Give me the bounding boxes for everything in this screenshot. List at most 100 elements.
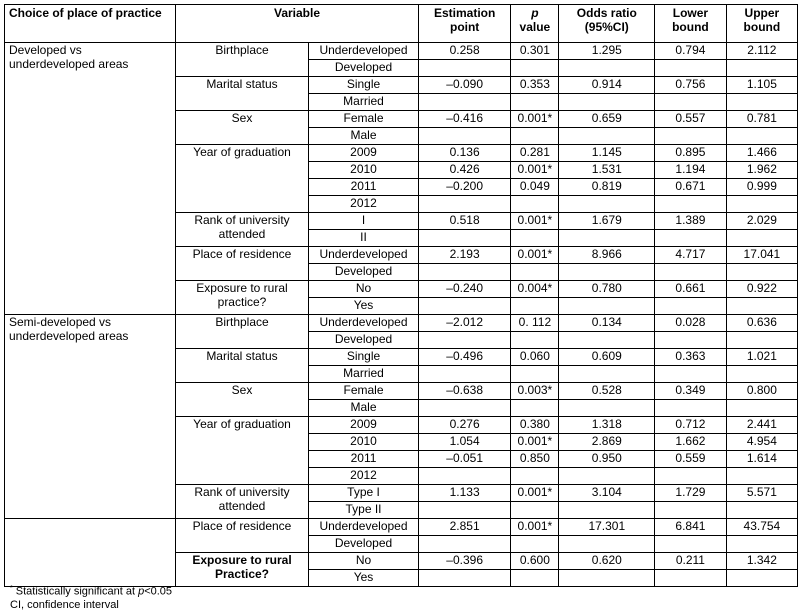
level-cell: Male bbox=[308, 399, 419, 417]
lower-bound-cell: 0.028 bbox=[654, 314, 727, 332]
table-row: Male bbox=[5, 127, 799, 145]
odds-ratio-cell: 0.950 bbox=[558, 450, 656, 468]
upper-bound-cell bbox=[725, 195, 799, 213]
variable-name: Sex bbox=[175, 110, 309, 145]
estimation-cell bbox=[417, 127, 512, 145]
table-row: Developed vs underdeveloped areas Birthpl… bbox=[4, 42, 799, 315]
level-cell: Underdeveloped bbox=[308, 518, 419, 536]
estimation-cell bbox=[417, 501, 512, 519]
lower-bound-cell: 0.211 bbox=[654, 552, 727, 570]
lower-bound-cell: 1.194 bbox=[654, 161, 727, 179]
table-row: Exposure to rural Practice? No –0.396 0.600… bbox=[5, 552, 799, 587]
p-value-cell: 0.001* bbox=[510, 484, 560, 502]
footnote-significance: * Statistically significant at p<0.05 bbox=[10, 582, 172, 599]
p-value-cell: 0.001* bbox=[510, 161, 560, 179]
p-value-cell: 0.003* bbox=[510, 382, 560, 400]
lower-bound-cell: 0.363 bbox=[654, 348, 727, 366]
level-cell: Developed bbox=[308, 263, 419, 281]
odds-ratio-cell: 0.134 bbox=[558, 314, 656, 332]
p-value-cell bbox=[510, 263, 560, 281]
estimation-cell bbox=[417, 569, 512, 587]
estimation-cell: 1.054 bbox=[417, 433, 512, 451]
variable-name: Birthplace bbox=[175, 42, 309, 77]
header-choice: Choice of place of practice bbox=[4, 4, 176, 43]
estimation-cell bbox=[417, 365, 512, 383]
odds-ratio-cell bbox=[558, 331, 656, 349]
p-value-cell: 0.001* bbox=[510, 110, 560, 128]
header-p-value: p value bbox=[510, 4, 560, 43]
upper-bound-cell: 0.781 bbox=[725, 110, 799, 128]
lower-bound-cell: 1.729 bbox=[654, 484, 727, 502]
estimation-cell: –0.200 bbox=[417, 178, 512, 196]
level-cell: 2009 bbox=[308, 144, 419, 162]
variable-name: Birthplace bbox=[175, 314, 309, 349]
table-row: Developed bbox=[5, 535, 799, 553]
upper-bound-cell bbox=[725, 535, 799, 553]
level-cell: Married bbox=[308, 365, 419, 383]
lower-bound-cell: 0.661 bbox=[654, 280, 727, 298]
header-row: Choice of place of practice Variable Est… bbox=[4, 4, 799, 43]
lower-bound-cell bbox=[654, 93, 727, 111]
variable-name: Rank of university attended bbox=[175, 484, 309, 519]
p-value-cell: 0.049 bbox=[510, 178, 560, 196]
level-cell: Male bbox=[308, 127, 419, 145]
table-row: Married bbox=[5, 93, 799, 111]
variable-name: Year of graduation bbox=[175, 144, 309, 213]
estimation-cell: 2.193 bbox=[417, 246, 512, 264]
upper-bound-cell: 0.636 bbox=[725, 314, 799, 332]
variable-name: Marital status bbox=[175, 76, 309, 111]
estimation-cell: –0.240 bbox=[417, 280, 512, 298]
lower-bound-cell: 0.756 bbox=[654, 76, 727, 94]
p-value-cell bbox=[510, 467, 560, 485]
table-row: 2010 0.426 0.001* 1.531 1.194 1.962 bbox=[5, 161, 799, 179]
level-cell: Single bbox=[308, 76, 419, 94]
upper-bound-cell: 2.441 bbox=[725, 416, 799, 434]
odds-ratio-cell bbox=[558, 569, 656, 587]
upper-bound-cell: 1.962 bbox=[725, 161, 799, 179]
lower-bound-cell: 4.717 bbox=[654, 246, 727, 264]
odds-ratio-cell: 1.145 bbox=[558, 144, 656, 162]
lower-bound-cell bbox=[654, 127, 727, 145]
lower-bound-cell: 1.389 bbox=[654, 212, 727, 230]
lower-bound-cell bbox=[654, 229, 727, 247]
estimation-cell bbox=[417, 535, 512, 553]
upper-bound-cell: 1.614 bbox=[725, 450, 799, 468]
level-cell: 2011 bbox=[308, 178, 419, 196]
variable-name: Rank of university attended bbox=[175, 212, 309, 247]
level-cell: Female bbox=[308, 382, 419, 400]
odds-ratio-cell: 8.966 bbox=[558, 246, 656, 264]
odds-ratio-cell: 0.659 bbox=[558, 110, 656, 128]
level-cell: Yes bbox=[308, 569, 419, 587]
p-value-cell: 0.001* bbox=[510, 433, 560, 451]
estimation-cell bbox=[417, 399, 512, 417]
level-cell: I bbox=[308, 212, 419, 230]
odds-ratio-cell: 1.531 bbox=[558, 161, 656, 179]
level-cell: Female bbox=[308, 110, 419, 128]
level-cell: Underdeveloped bbox=[308, 314, 419, 332]
p-value-cell: 0.600 bbox=[510, 552, 560, 570]
table-row: Semi-developed vs underdeveloped areas Bi… bbox=[4, 314, 799, 519]
table-row: Yes bbox=[5, 569, 799, 587]
level-cell: 2011 bbox=[308, 450, 419, 468]
header-estimation: Estimation point bbox=[417, 4, 512, 43]
table-row: Marital status Single –0.090 0.353 0.914 0.75… bbox=[5, 76, 799, 111]
upper-bound-cell: 43.754 bbox=[725, 518, 799, 536]
estimation-cell: 2.851 bbox=[417, 518, 512, 536]
table-row: 2012 bbox=[5, 195, 799, 213]
lower-bound-cell bbox=[654, 297, 727, 315]
upper-bound-cell bbox=[725, 263, 799, 281]
odds-ratio-cell bbox=[558, 229, 656, 247]
lower-bound-cell: 0.671 bbox=[654, 178, 727, 196]
lower-bound-cell bbox=[654, 569, 727, 587]
odds-ratio-cell bbox=[558, 399, 656, 417]
variable-name: Marital status bbox=[175, 348, 309, 383]
upper-bound-cell: 1.466 bbox=[725, 144, 799, 162]
odds-ratio-cell: 0.620 bbox=[558, 552, 656, 570]
upper-bound-cell: 1.105 bbox=[725, 76, 799, 94]
odds-ratio-cell: 1.679 bbox=[558, 212, 656, 230]
variable-name: Place of residence bbox=[175, 246, 309, 281]
odds-ratio-cell: 17.301 bbox=[558, 518, 656, 536]
estimation-cell: –0.090 bbox=[417, 76, 512, 94]
level-cell: Developed bbox=[308, 331, 419, 349]
